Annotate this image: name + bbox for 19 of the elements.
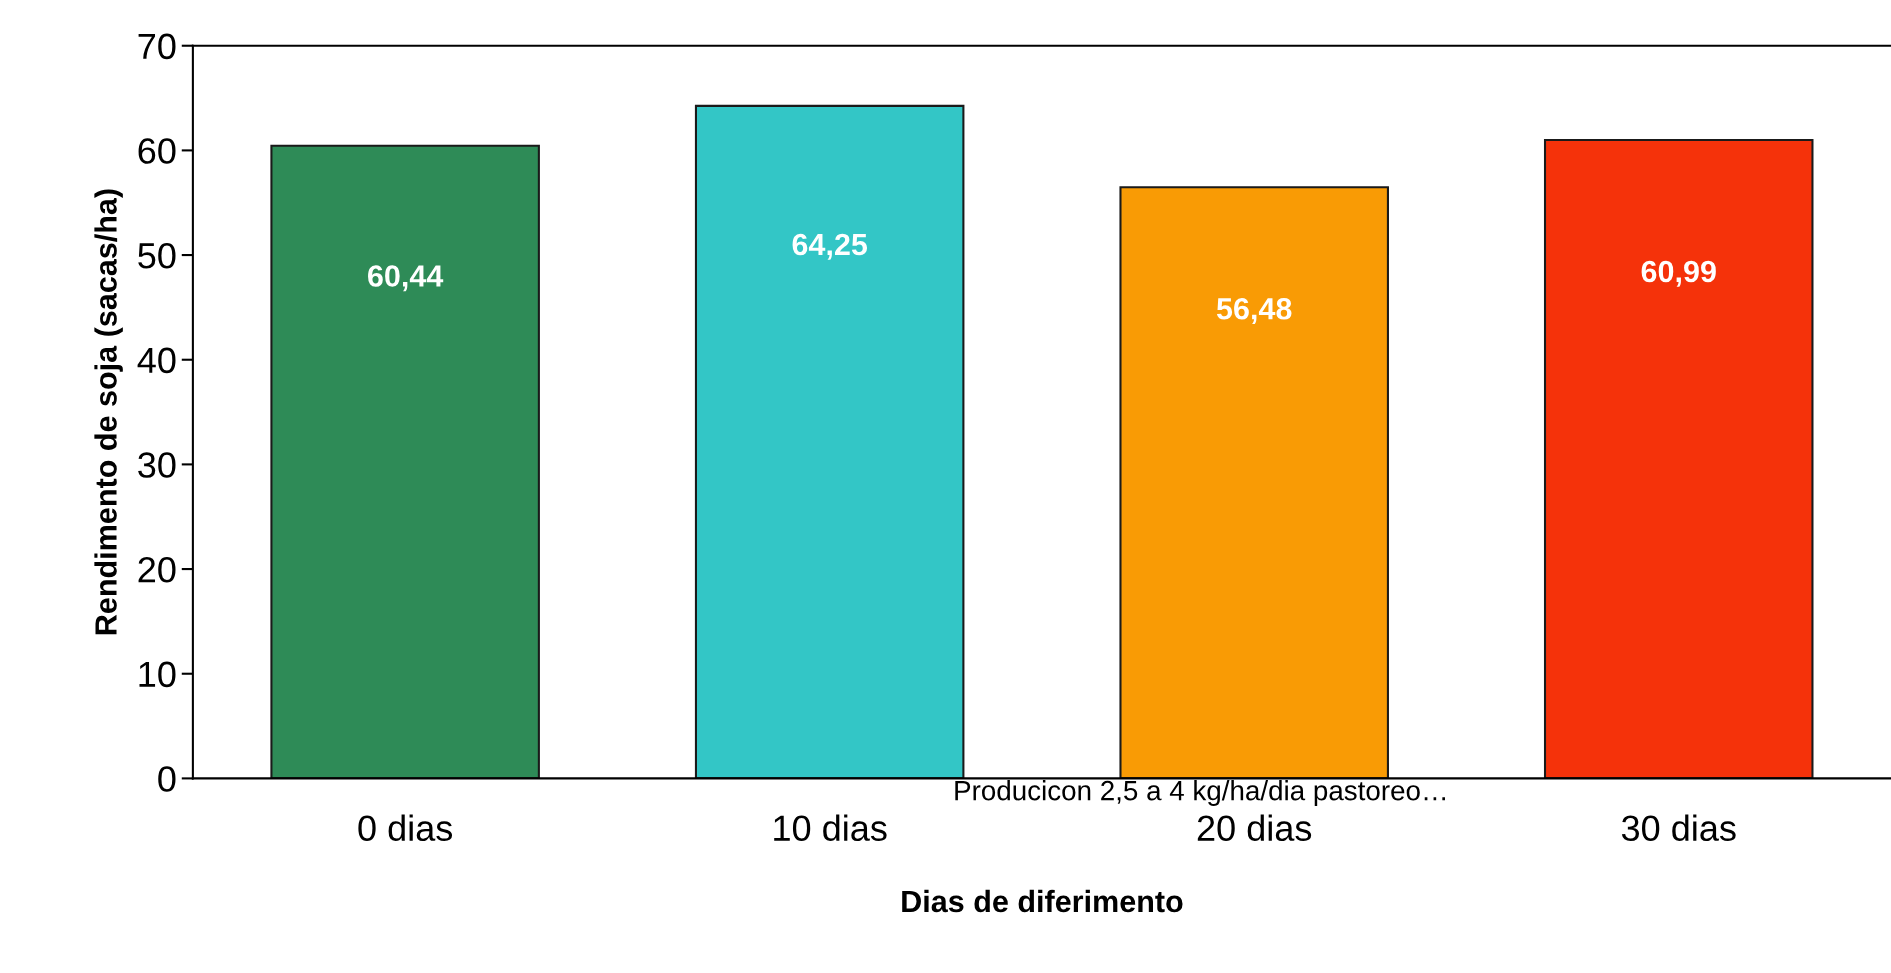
data-label: 64,25: [792, 233, 868, 260]
y-tick-label: 30: [138, 452, 176, 478]
x-tick-label: 0 dias: [358, 814, 453, 842]
data-label: 60,99: [1641, 260, 1716, 287]
y-tick-label: 50: [138, 242, 176, 269]
data-label: 60,44: [368, 265, 444, 292]
x-axis-title: Dias de diferimento: [902, 889, 1183, 913]
data-label: 56,48: [1216, 297, 1292, 325]
y-tick-label: 0: [158, 766, 176, 792]
y-tick-label: 20: [138, 556, 176, 583]
y-tick-label: 10: [139, 661, 176, 688]
y-tick-label: 60: [138, 138, 176, 164]
x-tick-label: 30 dias: [1621, 814, 1736, 842]
y-axis-title: Rendimento de soja (sacas/ha): [94, 189, 123, 635]
text: Producicon 2,5 a 4 kg/ha/dia pastoreo…: [955, 780, 1445, 806]
y-tick-label: 70: [138, 33, 176, 60]
x-tick-label: 20 dias: [1197, 814, 1312, 842]
y-tick-label: 40: [137, 347, 176, 374]
x-tick-label: 10 dias: [774, 814, 887, 842]
